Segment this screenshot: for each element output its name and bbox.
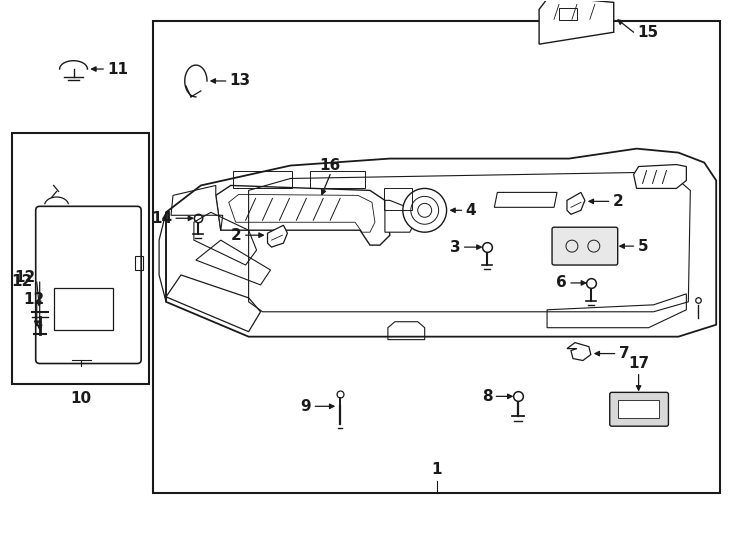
Bar	[153, 21, 720, 493]
Bar	[384, 188, 412, 210]
Polygon shape	[567, 192, 585, 214]
Text: 4: 4	[465, 203, 476, 218]
Bar	[618, 400, 659, 418]
Text: 12: 12	[23, 292, 45, 307]
Text: 12: 12	[15, 271, 36, 286]
Text: 16: 16	[319, 158, 341, 172]
Text: 11: 11	[107, 62, 128, 77]
Bar	[54, 288, 113, 330]
Text: 17: 17	[628, 356, 649, 372]
Polygon shape	[267, 225, 288, 247]
Text: 9: 9	[301, 399, 311, 414]
Circle shape	[403, 188, 446, 232]
Text: 3: 3	[450, 240, 460, 255]
Text: 13: 13	[230, 73, 251, 89]
Bar	[233, 171, 292, 188]
Text: 5: 5	[638, 239, 648, 254]
Text: 1: 1	[432, 462, 442, 477]
Bar	[12, 133, 149, 384]
Text: 6: 6	[556, 275, 567, 291]
Text: 10: 10	[70, 392, 91, 407]
Text: 12: 12	[12, 274, 33, 289]
Text: 8: 8	[482, 389, 493, 404]
Text: 2: 2	[231, 228, 241, 242]
Bar	[135, 256, 143, 270]
Bar	[559, 8, 577, 21]
Text: 2: 2	[613, 194, 623, 209]
FancyBboxPatch shape	[610, 393, 669, 426]
Bar	[310, 171, 365, 188]
Polygon shape	[633, 165, 686, 188]
Polygon shape	[216, 185, 390, 245]
Polygon shape	[539, 0, 614, 44]
Polygon shape	[385, 200, 415, 232]
Text: 15: 15	[638, 25, 658, 40]
Text: 7: 7	[619, 346, 629, 361]
Polygon shape	[567, 342, 591, 361]
Text: 14: 14	[151, 211, 172, 226]
FancyBboxPatch shape	[552, 227, 618, 265]
FancyBboxPatch shape	[36, 206, 141, 363]
Polygon shape	[171, 185, 222, 230]
